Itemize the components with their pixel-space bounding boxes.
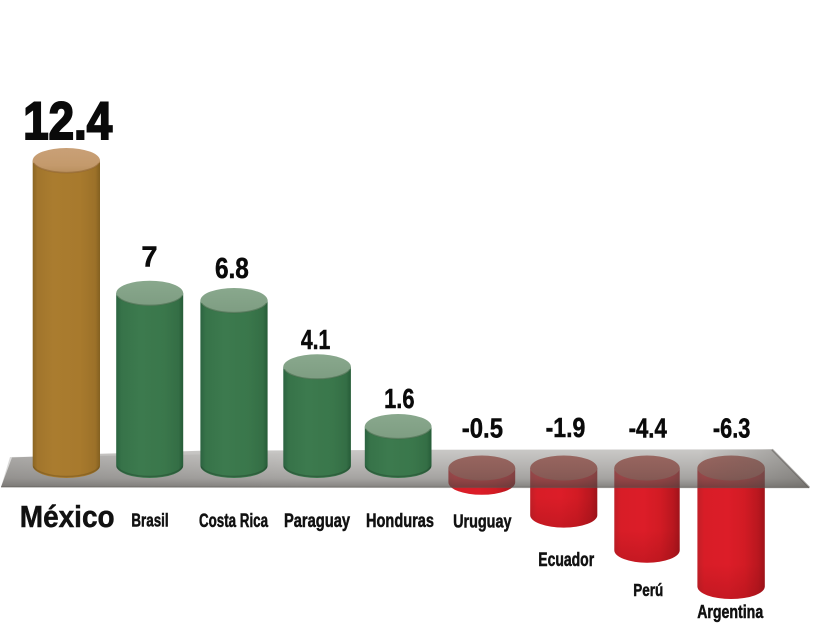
svg-text:-4.4: -4.4 (629, 413, 668, 444)
svg-text:Argentina: Argentina (697, 602, 764, 622)
svg-text:México: México (20, 499, 115, 534)
svg-text:1.6: 1.6 (384, 383, 414, 414)
svg-text:Uruguay: Uruguay (453, 512, 511, 532)
svg-text:Paraguay: Paraguay (284, 511, 350, 532)
svg-text:Perú: Perú (633, 580, 663, 600)
svg-text:6.8: 6.8 (215, 253, 249, 285)
svg-text:Costa Rica: Costa Rica (199, 511, 268, 532)
svg-text:Honduras: Honduras (366, 511, 434, 532)
svg-text:-0.5: -0.5 (462, 413, 503, 444)
svg-text:-1.9: -1.9 (546, 412, 586, 443)
svg-text:Brasil: Brasil (131, 510, 168, 530)
svg-text:4.1: 4.1 (301, 324, 331, 355)
svg-text:Ecuador: Ecuador (538, 550, 594, 571)
svg-text:-6.3: -6.3 (713, 413, 751, 444)
svg-text:12.4: 12.4 (23, 92, 112, 151)
svg-text:7: 7 (141, 242, 157, 274)
